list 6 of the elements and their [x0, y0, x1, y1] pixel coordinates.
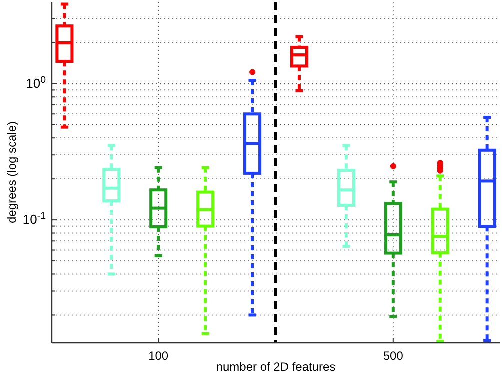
x-axis-title: number of 2D features	[216, 360, 336, 373]
y-tick-label: 10$^{-1}$	[22, 210, 46, 228]
y-tick-label: 10$^{0}$	[26, 74, 47, 91]
y-axis-title: degrees (log scale)	[5, 121, 19, 224]
x-tick-label: 500	[383, 349, 404, 363]
x-tick-label: 100	[148, 349, 169, 363]
